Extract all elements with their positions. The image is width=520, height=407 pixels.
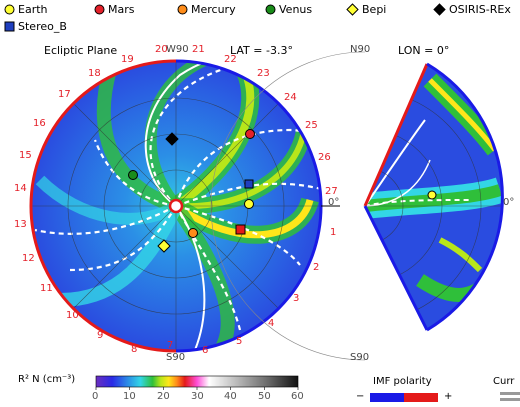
ecliptic-lat: LAT = -3.3°	[230, 44, 293, 57]
legend-mercury: Mercury	[177, 3, 236, 16]
stereo-a-marker	[235, 224, 246, 235]
legend-osiris-rex: OSIRIS-REx	[433, 3, 511, 16]
imf-positive-swatch	[404, 393, 438, 402]
meridional-lon: LON = 0°	[398, 44, 450, 57]
sector-number: 10	[66, 310, 79, 321]
sector-number: 6	[202, 345, 209, 356]
legend-label: Earth	[18, 3, 48, 16]
imf-minus-label: −	[356, 391, 365, 402]
sector-number: 13	[14, 219, 27, 230]
legend-bepi: Bepi	[346, 3, 386, 16]
legend-label: Mars	[108, 3, 135, 16]
sector-number: 16	[33, 118, 46, 129]
current-sheet-swatch	[500, 392, 520, 395]
sector-number: 3	[293, 293, 300, 304]
mars-marker	[245, 129, 255, 139]
mercury-marker-icon	[177, 4, 188, 15]
legend-earth: Earth	[4, 3, 48, 16]
sector-number: 23	[257, 68, 270, 79]
bepi-marker	[157, 239, 171, 253]
osiris-rex-marker	[165, 132, 179, 146]
imf-polarity-label: IMF polarity	[373, 376, 432, 387]
bepi-marker-icon	[346, 3, 359, 16]
legend-mars: Mars	[94, 3, 135, 16]
sector-number: 7	[167, 340, 174, 351]
stereo-b-marker-icon	[4, 21, 15, 32]
stereo-b-marker	[244, 179, 254, 189]
earth-marker-icon	[4, 4, 15, 15]
legend-venus: Venus	[265, 3, 312, 16]
colorbar-tick: 50	[258, 391, 271, 402]
sector-number: 4	[268, 318, 275, 329]
ecliptic-plane-disc	[29, 59, 340, 353]
sector-number: 18	[88, 68, 101, 79]
ecliptic-top-label: W90	[166, 44, 189, 55]
colorbar-tick: 0	[92, 391, 99, 402]
venus-marker	[128, 170, 138, 180]
sector-number: 24	[284, 92, 297, 103]
sector-number: 19	[121, 54, 134, 65]
mercury-marker	[188, 228, 198, 238]
sector-number: 11	[40, 283, 53, 294]
sector-number: 22	[224, 54, 237, 65]
ecliptic-right-label: 0°	[328, 197, 340, 208]
venus-marker-icon	[265, 4, 276, 15]
sector-number: 26	[318, 152, 331, 163]
sector-number: 2	[313, 262, 320, 273]
meridional-right-label: 0°	[503, 197, 515, 208]
sector-number: 14	[14, 183, 27, 194]
ecliptic-bottom-label: S90	[166, 352, 186, 363]
sector-number: 17	[58, 89, 71, 100]
sun-icon	[168, 198, 184, 214]
colorbar-tick: 60	[291, 391, 304, 402]
sector-number: 8	[131, 344, 138, 355]
earth-marker	[244, 199, 254, 209]
sector-number: 9	[97, 330, 104, 341]
colorbar-tick: 10	[123, 391, 136, 402]
colorbar-tick: 40	[224, 391, 237, 402]
osiris-rex-marker-icon	[433, 3, 446, 16]
legend-label: OSIRIS-REx	[449, 3, 511, 16]
imf-plus-label: +	[444, 391, 453, 402]
colorbar-tick: 20	[157, 391, 170, 402]
legend-label: Bepi	[362, 3, 387, 16]
sector-number: 21	[192, 44, 205, 55]
legend-stereo-b: Stereo_B	[4, 20, 67, 33]
sector-number: 12	[22, 253, 35, 264]
imf-negative-swatch	[370, 393, 404, 402]
sector-number: 25	[305, 120, 318, 131]
sector-number: 5	[236, 336, 243, 347]
ecliptic-title: Ecliptic Plane	[44, 44, 118, 57]
meridional-top-label: N90	[350, 44, 371, 55]
current-sheet-label: Curr	[493, 376, 515, 387]
sector-number: 1	[330, 227, 337, 238]
colorbar-label: R² N (cm⁻³)	[18, 374, 76, 385]
legend: Earth Mars Mercury Venus Bepi OSIRIS-REx…	[0, 0, 520, 34]
colorbar-tick: 30	[191, 391, 204, 402]
legend-label: Stereo_B	[18, 20, 67, 33]
legend-label: Mercury	[191, 3, 236, 16]
legend-label: Venus	[279, 3, 313, 16]
density-colorbar	[95, 375, 299, 388]
sector-number: 27	[325, 186, 338, 197]
sector-number: 15	[19, 150, 32, 161]
mars-marker-icon	[94, 4, 105, 15]
sector-number: 20	[155, 44, 168, 55]
meridional-bottom-label: S90	[350, 352, 370, 363]
earth-marker-meridional	[427, 190, 437, 200]
